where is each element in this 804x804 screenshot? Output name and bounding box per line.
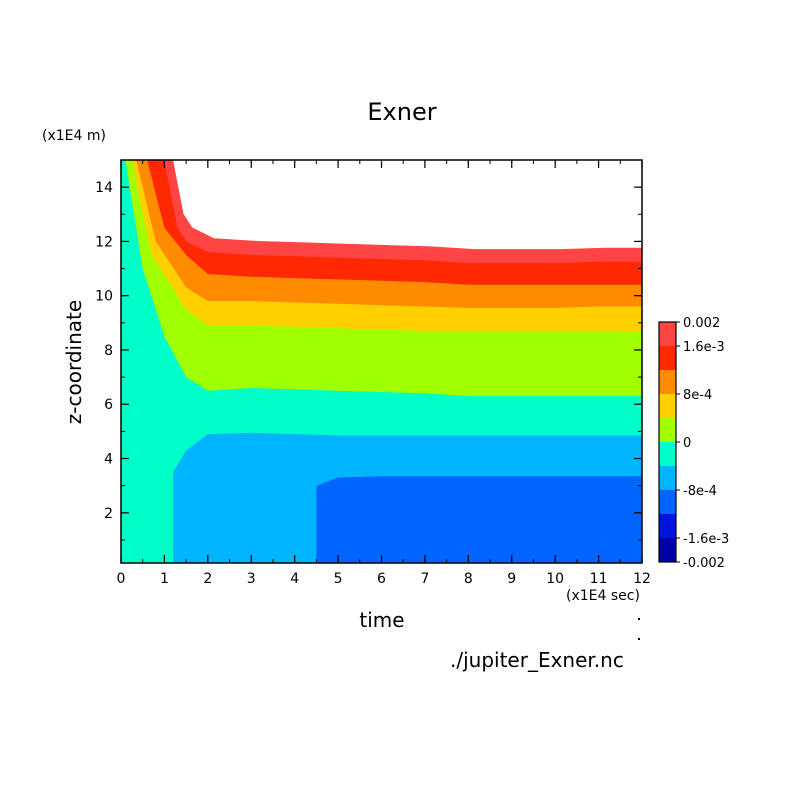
undefined-region <box>173 160 642 250</box>
filename-caption: ./jupiter_Exner.nc <box>450 648 624 672</box>
x-tick-label: 4 <box>290 571 299 587</box>
colorbar-swatch <box>659 394 676 418</box>
y-tick-label: 4 <box>104 452 113 468</box>
colorbar-swatch <box>659 346 676 370</box>
x-tick-label: 10 <box>546 571 564 587</box>
x-axis-unit: (x1E4 sec) <box>566 588 640 604</box>
colorbar-swatch <box>659 322 676 346</box>
x-tick-label: 9 <box>507 571 516 587</box>
y-axis-unit: (x1E4 m) <box>42 128 106 144</box>
x-tick-label: 2 <box>203 571 212 587</box>
colorbar-swatch <box>659 538 676 562</box>
contour-fills <box>121 160 642 563</box>
y-tick-label: 14 <box>95 180 113 196</box>
colorbar-label: 0 <box>683 436 691 451</box>
x-tick-label: 0 <box>117 571 126 587</box>
y-tick-label: 6 <box>104 397 113 413</box>
x-tick-label: 7 <box>420 571 429 587</box>
x-tick-label: 11 <box>590 571 608 587</box>
colorbar-swatch <box>659 514 676 538</box>
colorbar-label: 1.6e-3 <box>683 340 725 355</box>
colorbar-label: 8e-4 <box>683 388 712 403</box>
x-tick-label: 6 <box>377 571 386 587</box>
colorbar-label: -1.6e-3 <box>683 532 729 547</box>
colorbar-label: -8e-4 <box>683 484 717 499</box>
colorbar-label: 0.002 <box>683 316 720 331</box>
x-axis-ticks: 0 1 2 3 4 5 6 7 8 9 10 11 12 <box>117 160 651 587</box>
x-tick-label: 8 <box>464 571 473 587</box>
x-tick-label: 12 <box>633 571 651 587</box>
y-tick-label: 12 <box>95 234 113 250</box>
colorbar-swatch <box>659 490 676 514</box>
decorative-dot <box>638 638 640 640</box>
colorbar-swatch <box>659 466 676 490</box>
decorative-dot <box>638 618 640 620</box>
colorbar: -0.002 -1.6e-3 -8e-4 0 8e-4 1.6e-3 0.002 <box>658 316 729 571</box>
y-tick-label: 2 <box>104 506 113 522</box>
y-tick-label: 8 <box>104 343 113 359</box>
colorbar-swatch <box>659 418 676 442</box>
x-tick-label: 5 <box>334 571 343 587</box>
x-tick-label: 3 <box>247 571 256 587</box>
x-axis-label: time <box>359 608 405 632</box>
contour-band <box>316 476 642 563</box>
colorbar-swatch <box>659 370 676 394</box>
y-tick-label: 10 <box>95 289 113 305</box>
x-tick-label: 1 <box>160 571 169 587</box>
colorbar-swatch <box>659 442 676 466</box>
y-axis-ticks: 2 4 6 8 10 12 14 <box>95 159 642 541</box>
colorbar-label: -0.002 <box>683 556 725 571</box>
chart-title: Exner <box>367 98 437 126</box>
